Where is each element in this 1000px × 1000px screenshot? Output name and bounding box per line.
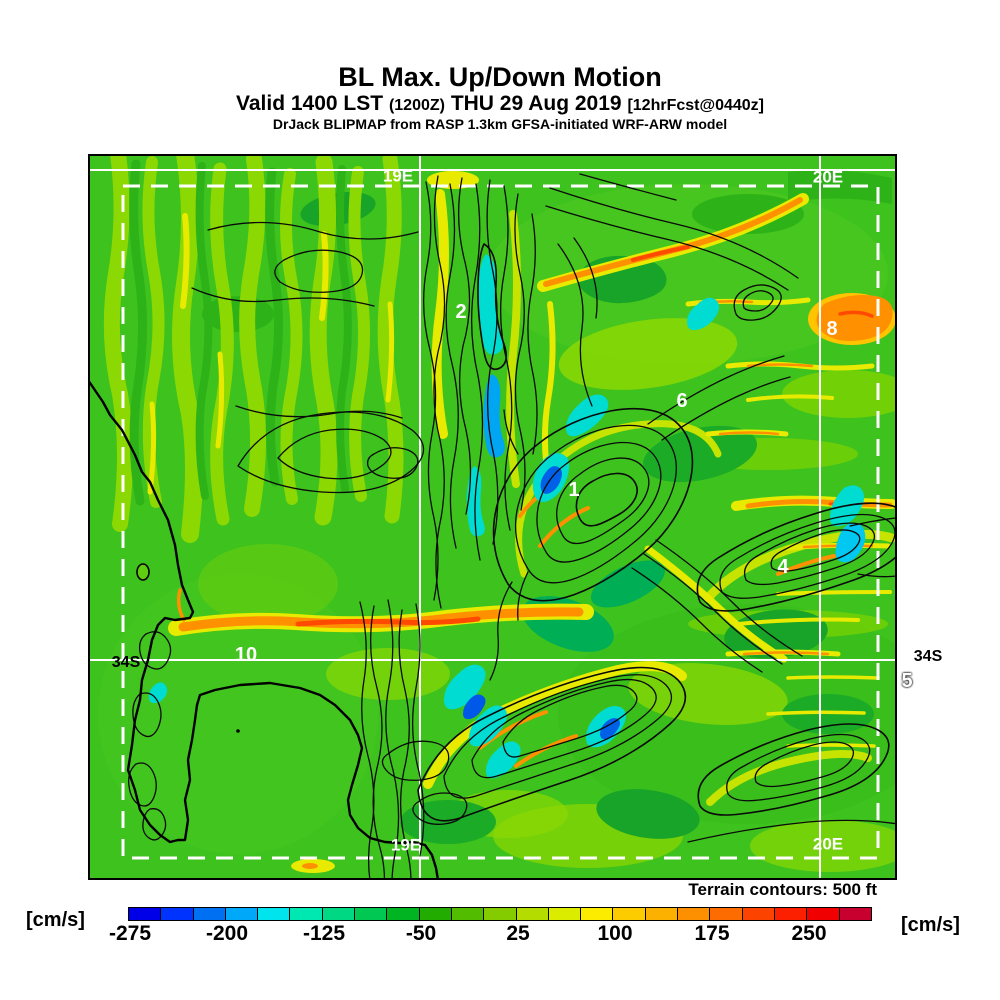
legend-cell bbox=[742, 908, 775, 920]
legend-cell bbox=[355, 908, 388, 920]
legend-cell bbox=[710, 908, 743, 920]
legend-tick-label: 250 bbox=[791, 922, 827, 945]
legend-cell bbox=[290, 908, 323, 920]
legend-cell bbox=[225, 908, 259, 920]
region-label-5: 5 bbox=[901, 670, 913, 692]
legend-cell bbox=[613, 908, 646, 920]
color-scale-legend: [cm/s] -275 -200 -125 -50 25 100 175 250 [cm/s] bbox=[0, 900, 1000, 960]
legend-cell bbox=[258, 908, 291, 920]
legend-tick-label: 100 bbox=[597, 922, 633, 945]
legend-cell bbox=[451, 908, 485, 920]
legend-tick-label: 25 bbox=[506, 922, 530, 945]
legend-cell bbox=[678, 908, 711, 920]
legend-cell bbox=[129, 908, 162, 920]
page-title: BL Max. Up/Down Motion bbox=[338, 62, 662, 92]
legend-cell bbox=[193, 908, 226, 920]
legend-tick-label: -125 bbox=[302, 922, 346, 945]
legend-cell bbox=[774, 908, 808, 920]
legend-tick-label: -50 bbox=[405, 922, 437, 945]
valid-date: THU 29 Aug 2019 bbox=[450, 92, 622, 115]
legend-cell bbox=[419, 908, 452, 920]
terrain-contour-note: Terrain contours: 500 ft bbox=[688, 880, 877, 899]
grid-label-34s-right: 34S bbox=[913, 648, 943, 665]
legend-tick-label: -200 bbox=[205, 922, 249, 945]
legend-cell bbox=[161, 908, 194, 920]
legend-cell bbox=[484, 908, 517, 920]
legend-cell bbox=[839, 908, 871, 920]
legend-cell bbox=[387, 908, 420, 920]
legend-cell bbox=[645, 908, 679, 920]
legend-tick-label: -275 bbox=[108, 922, 152, 945]
legend-cell bbox=[322, 908, 356, 920]
model-line: DrJack BLIPMAP from RASP 1.3km GFSA-init… bbox=[272, 116, 728, 132]
valid-fcst: [12hrFcst@0440z] bbox=[627, 97, 764, 114]
legend-cell bbox=[548, 908, 582, 920]
legend-cell bbox=[581, 908, 614, 920]
valid-time-line: Valid 1400 LST (1200Z) THU 29 Aug 2019 [… bbox=[0, 92, 1000, 116]
legend-cell bbox=[516, 908, 549, 920]
legend-units-right: [cm/s] bbox=[901, 914, 960, 936]
legend-units-left: [cm/s] bbox=[26, 909, 85, 931]
valid-prefix: Valid 1400 LST bbox=[236, 92, 384, 115]
legend-ticks: -275 -200 -125 -50 25 100 175 250 bbox=[109, 922, 872, 946]
legend-bar bbox=[128, 907, 872, 921]
map-canvas bbox=[88, 154, 897, 880]
forecast-map: 19E 20E 34S 34S 19E 20E 2 8 6 1 4 10 5 bbox=[88, 154, 942, 880]
legend-tick-label: 175 bbox=[694, 922, 730, 945]
legend-cell bbox=[807, 908, 840, 920]
valid-zulu: (1200Z) bbox=[388, 97, 445, 114]
